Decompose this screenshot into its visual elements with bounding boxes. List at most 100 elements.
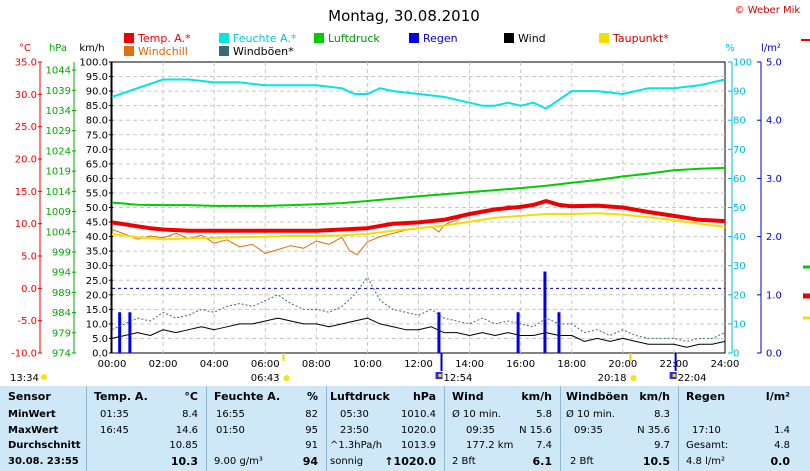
y-tick-label-speed: 45.0 (86, 218, 108, 229)
y-tick-label-humidity: 40 (733, 232, 746, 243)
series-line-wind (111, 317, 726, 348)
x-tick-label: 14:00 (455, 359, 484, 370)
stats-header-temp: Temp. A. (94, 390, 148, 403)
y-tick-label-speed: 15.0 (86, 305, 108, 316)
x-tick-label: 00:00 (98, 359, 127, 370)
stats-row-label: MinWert (8, 409, 56, 420)
legend-label-wind: Wind (518, 32, 546, 45)
legend-swatch-pressure (314, 33, 324, 43)
y-tick-label-speed: 60.0 (86, 174, 108, 185)
x-tick-label: 20:00 (608, 359, 637, 370)
y-tick-label-speed: 65.0 (86, 159, 108, 170)
y-tick-label-speed: 100.0 (79, 58, 108, 69)
moon-time: 22:04 (678, 373, 707, 384)
stats-row-min: MinWert 01:35 8.4 16:55 82 05:30 1010.4 … (8, 409, 670, 420)
y-tick-label-temp: 10.0 (15, 219, 37, 230)
stats-header-rain: Regen (686, 390, 726, 403)
y-tick-label-temp: 5.0 (21, 252, 37, 263)
stats-header-temp-unit: °C (184, 390, 198, 403)
axis-unit-temp: °C (19, 43, 31, 54)
x-tick-label: 18:00 (557, 359, 586, 370)
axis-unit-humidity: % (725, 43, 735, 54)
stats-row-avg: Durchschnitt 10.85 91 ^1.3hPa/h 1013.9 1… (8, 440, 790, 451)
stats-header-wind-unit: km/h (521, 390, 552, 403)
x-tick-label: 08:00 (302, 359, 331, 370)
y-tick-label-speed: 70.0 (86, 145, 108, 156)
y-tick-label-speed: 35.0 (86, 247, 108, 258)
y-tick-label-temp: -10.0 (11, 349, 37, 360)
x-tick-label: 10:00 (353, 359, 382, 370)
y-tick-label-temp: 30.0 (15, 90, 37, 101)
stats-header-press-unit: hPa (412, 390, 436, 403)
x-tick-label: 04:00 (200, 359, 229, 370)
y-tick-label-rain: 1.0 (766, 290, 782, 301)
stats-col-hum (206, 386, 325, 471)
rain-bar (128, 312, 132, 353)
rain-bar (437, 312, 441, 353)
sunrise-time: 06:43 (251, 373, 280, 384)
y-tick-label-speed: 5.0 (92, 334, 108, 345)
series-line-windb-en (111, 276, 726, 342)
y-tick-label-rain: 4.0 (766, 116, 782, 127)
stats-header-wind: Wind (452, 390, 484, 403)
moon-time: 12:54 (443, 373, 472, 384)
chart-title: Montag, 30.08.2010 (328, 7, 480, 25)
legend-swatch-rain (409, 33, 419, 43)
x-tick-label: 06:00 (251, 359, 280, 370)
y-tick-label-humidity: 60 (733, 174, 746, 185)
legend-swatch-gust (219, 46, 229, 56)
y-tick-label-speed: 80.0 (86, 116, 108, 127)
right-panel-edge (800, 0, 810, 386)
y-tick-label-pressure: 1034 (46, 106, 71, 117)
y-tick-label-pressure: 1014 (46, 187, 71, 198)
y-tick-label-speed: 50.0 (86, 203, 108, 214)
stats-table: Sensor Temp. A. °C Feuchte A. % Luftdruc… (0, 386, 810, 471)
rain-bar (543, 271, 547, 353)
series-line-windchill (111, 205, 521, 256)
stats-header-row: Sensor Temp. A. °C Feuchte A. % Luftdruc… (0, 390, 810, 404)
legend-label-pressure: Luftdruck (328, 32, 380, 45)
stats-header-sensor: Sensor (8, 390, 51, 403)
y-tick-label-humidity: 30 (733, 261, 746, 272)
stats-col-rain (678, 386, 799, 471)
day-length: 13:34 (10, 373, 39, 384)
stats-col-wind (444, 386, 559, 471)
day-length-sun-icon (41, 374, 47, 380)
y-tick-label-pressure: 984 (52, 308, 71, 319)
y-tick-label-pressure: 1009 (46, 207, 71, 218)
stats-col-press (326, 386, 443, 471)
y-tick-label-humidity: 20 (733, 290, 746, 301)
y-tick-label-humidity: 70 (733, 145, 746, 156)
y-tick-label-humidity: 50 (733, 203, 746, 214)
stats-col-gust (560, 386, 677, 471)
stats-header-press: Luftdruck (330, 390, 390, 403)
legend-label-temp: Temp. A.* (137, 32, 191, 45)
y-tick-label-pressure: 974 (52, 349, 71, 360)
y-tick-label-speed: 25.0 (86, 276, 108, 287)
sun-icon (630, 375, 637, 381)
y-tick-label-pressure: 979 (52, 328, 71, 339)
weather-chart: Montag, 30.08.2010 © Weber Mike Temp. A.… (10, 0, 810, 386)
y-tick-label-speed: 55.0 (86, 188, 108, 199)
moon-icon-inner (672, 374, 676, 377)
y-tick-label-humidity: 100 (733, 58, 752, 69)
x-tick-label: 16:00 (506, 359, 535, 370)
y-tick-label-temp: -5.0 (17, 316, 37, 327)
rain-bar (118, 312, 122, 353)
stats-header-gust-unit: km/h (639, 390, 670, 403)
y-tick-label-pressure: 999 (52, 247, 71, 258)
y-tick-label-speed: 20.0 (86, 290, 108, 301)
stats-header-rain-unit: l/m² (765, 390, 790, 403)
y-tick-label-speed: 85.0 (86, 101, 108, 112)
stats-row-label: MaxWert (8, 425, 59, 436)
y-tick-label-speed: 30.0 (86, 261, 108, 272)
series-line-feuchte-a (111, 78, 726, 110)
y-tick-label-temp: 15.0 (15, 187, 37, 198)
series-line-luftdruck (111, 166, 726, 207)
y-tick-label-temp: 35.0 (15, 58, 37, 69)
y-tick-label-pressure: 994 (52, 268, 71, 279)
legend-swatch-wind (504, 33, 514, 43)
rain-bar (516, 312, 520, 353)
legend-label-gust: Windböen* (233, 45, 294, 58)
legend-swatch-dewpoint (599, 33, 609, 43)
